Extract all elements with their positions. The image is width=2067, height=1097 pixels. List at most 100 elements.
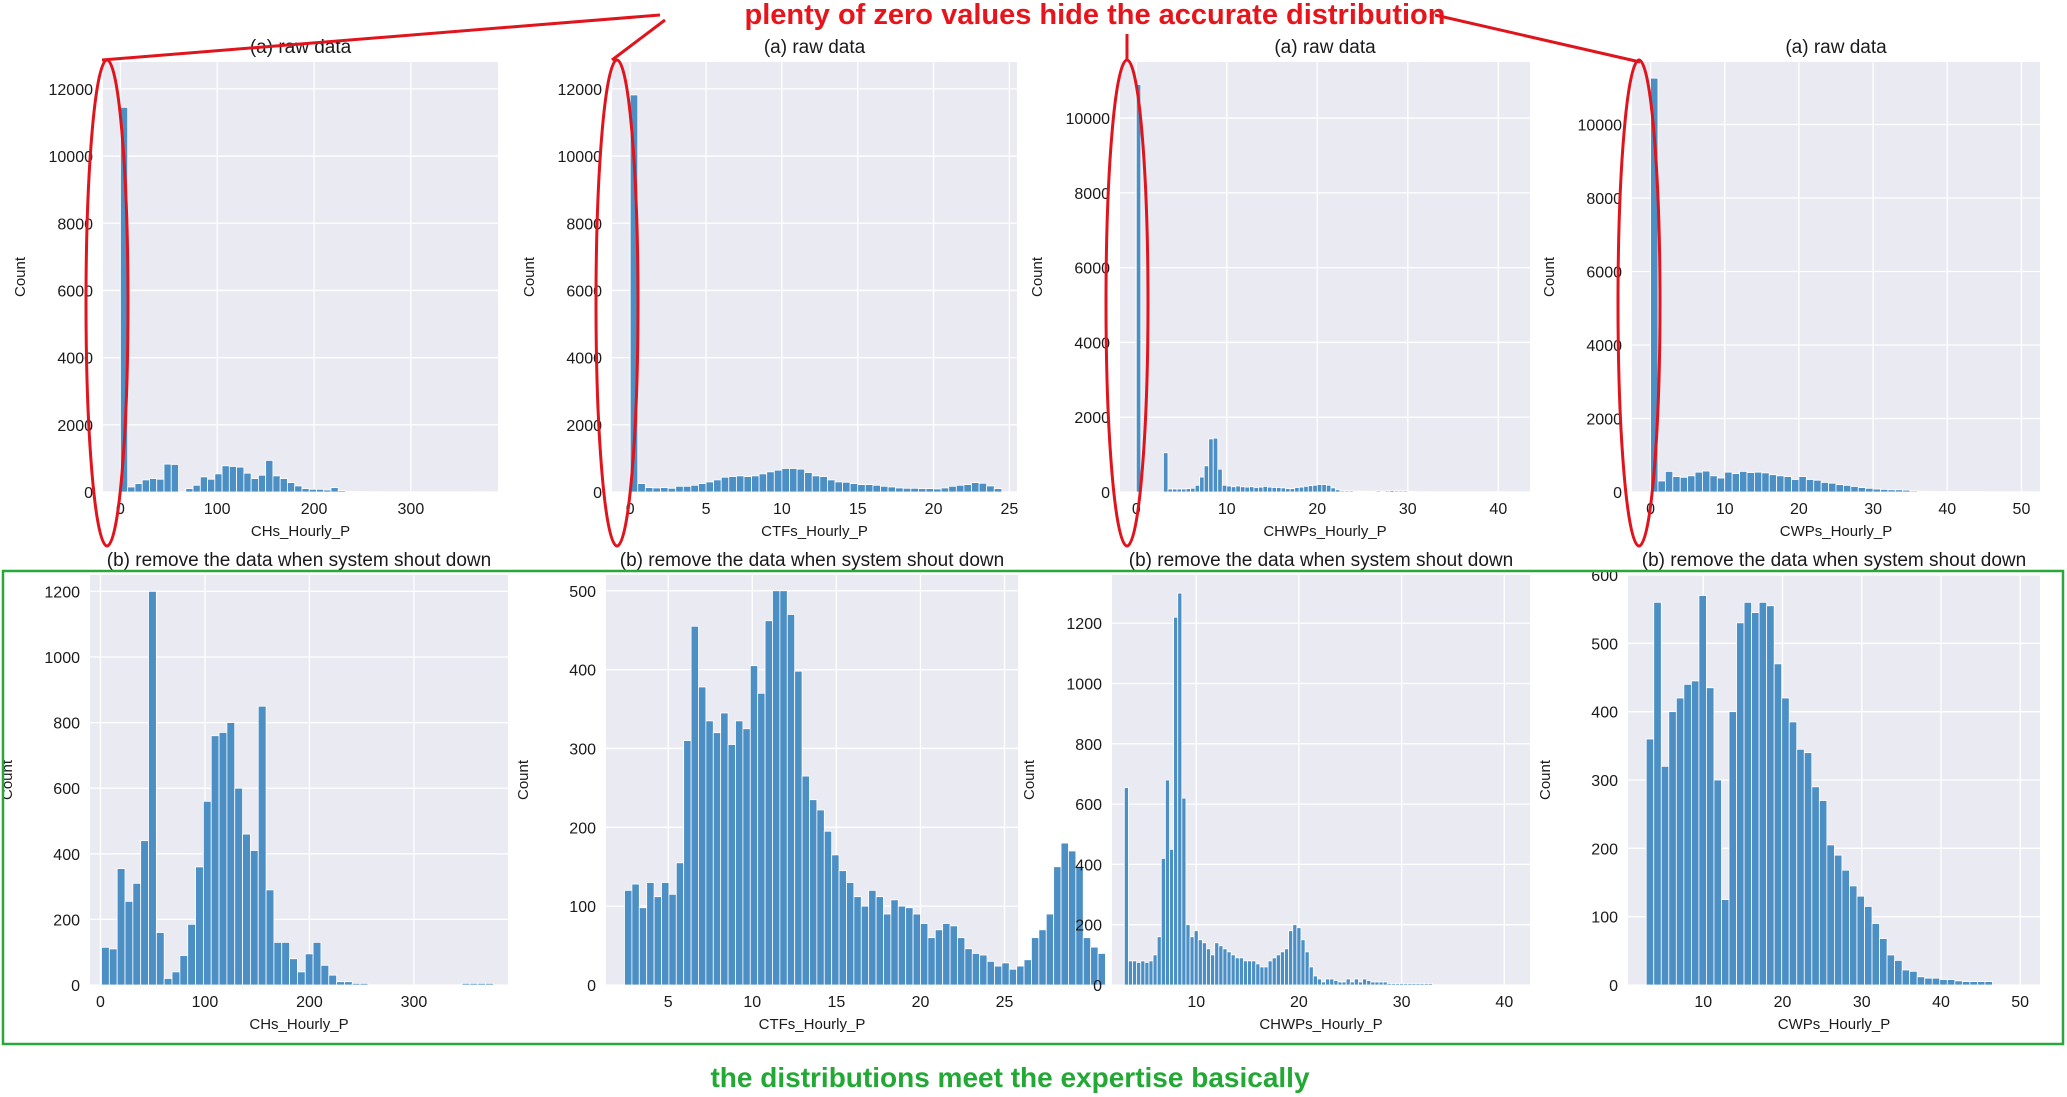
x-tick-label: 10 [1187, 994, 1205, 1011]
histogram-bar [1217, 468, 1223, 493]
histogram-bar [1924, 977, 1933, 986]
histogram-bar [957, 937, 966, 986]
y-axis-label: Count [12, 256, 29, 297]
histogram-bar [1148, 960, 1154, 986]
histogram-bar [124, 900, 134, 986]
histogram-bar [826, 479, 836, 493]
y-tick-label: 400 [53, 847, 80, 864]
histogram-bar [1788, 721, 1798, 986]
histogram-bar [1321, 981, 1327, 986]
y-tick-label: 8000 [1586, 191, 1622, 208]
histogram-bar [1805, 479, 1815, 493]
histogram-bar [849, 483, 859, 493]
histogram-bar [156, 478, 165, 493]
histogram-bar [1977, 981, 1986, 986]
histogram-bar [1407, 490, 1413, 493]
histogram-bar [257, 474, 267, 493]
histogram-bar [1238, 957, 1244, 986]
histogram-bar [809, 799, 818, 986]
histogram-bar [1317, 978, 1322, 986]
histogram-bar [742, 728, 751, 986]
histogram-bar [868, 889, 877, 986]
histogram-bar [831, 854, 840, 986]
histogram-bar [1271, 957, 1277, 986]
histogram-bar [359, 982, 369, 986]
histogram-bar [1660, 765, 1670, 986]
histogram-bar [1657, 480, 1666, 493]
x-tick-label: 25 [1001, 501, 1019, 518]
histogram-bar [1271, 487, 1277, 493]
histogram-bar [1244, 486, 1250, 493]
histogram-bar [1856, 895, 1865, 986]
histogram-bar [1803, 752, 1813, 986]
histogram-bar [1886, 954, 1896, 986]
histogram-bar [910, 487, 919, 493]
histogram-bar [1045, 913, 1055, 986]
histogram-bar [345, 490, 354, 493]
histogram-bar [1384, 490, 1391, 493]
histogram-bar [971, 482, 980, 493]
histogram-bar [644, 487, 654, 493]
histogram-bar [816, 809, 825, 986]
histogram-bar [1235, 485, 1241, 493]
x-tick-label: 300 [398, 501, 425, 518]
histogram-bar [1333, 980, 1339, 986]
histogram-bar [1724, 471, 1733, 493]
histogram-bar [1399, 983, 1405, 986]
histogram-bar [675, 485, 684, 493]
y-tick-label: 0 [1609, 978, 1618, 995]
histogram-bar [1132, 960, 1138, 986]
plot-background [90, 575, 508, 985]
y-axis-label: Count [521, 256, 538, 297]
histogram-bar [1128, 960, 1133, 986]
histogram-bar [163, 978, 173, 986]
histogram-bar [749, 665, 759, 986]
y-tick-label: 12000 [49, 82, 94, 99]
histogram-bar [320, 964, 330, 986]
annotation-bottom-text: the distributions meet the expertise bas… [710, 1062, 1310, 1093]
histogram-bar [789, 468, 798, 493]
x-tick-label: 5 [702, 501, 711, 518]
histogram-bar [1173, 616, 1179, 986]
y-tick-label: 2000 [1074, 410, 1110, 427]
histogram-bar [1222, 948, 1228, 986]
histogram-bar [1075, 866, 1084, 986]
histogram-bar [1864, 906, 1873, 986]
histogram-bar [236, 466, 245, 493]
histogram-bar [1841, 869, 1850, 986]
histogram-bar [469, 982, 479, 986]
histogram-bar [1402, 490, 1409, 493]
histogram-bar [1294, 487, 1300, 493]
histogram-bar [171, 971, 181, 986]
y-tick-label: 2000 [57, 418, 93, 435]
x-tick-label: 100 [204, 501, 231, 518]
histogram-bar [864, 484, 874, 493]
x-tick-label: 10 [1716, 501, 1734, 518]
histogram-bar [1791, 479, 1800, 493]
histogram-bar [170, 464, 179, 493]
histogram-bar [728, 476, 737, 493]
histogram-bar [1939, 979, 1948, 986]
histogram-bar [1267, 486, 1273, 493]
histogram-bar [1258, 486, 1264, 493]
histogram-bar [1337, 981, 1343, 986]
histogram-bar [1358, 981, 1363, 986]
histogram-bar [1276, 487, 1282, 493]
histogram-bar [1411, 983, 1417, 986]
histogram-bar [1754, 471, 1763, 493]
histogram-bar [312, 941, 322, 986]
histogram-bar [1053, 866, 1062, 986]
y-tick-label: 300 [1591, 773, 1618, 790]
histogram-bar [1181, 488, 1187, 493]
histogram-bar [1706, 687, 1715, 986]
highlight-box [1, 569, 2065, 1046]
histogram-bar [294, 485, 303, 493]
plot-background [1120, 62, 1530, 492]
histogram-bar [1275, 954, 1281, 986]
x-tick-label: 20 [1790, 501, 1808, 518]
histogram-panel: 0 200 400 600 800 1000 1200 0 100 200 300 (b) remov… [0, 550, 508, 1033]
histogram-bar [1289, 488, 1296, 493]
histogram-bar [187, 923, 196, 986]
histogram-bar [1167, 488, 1173, 493]
